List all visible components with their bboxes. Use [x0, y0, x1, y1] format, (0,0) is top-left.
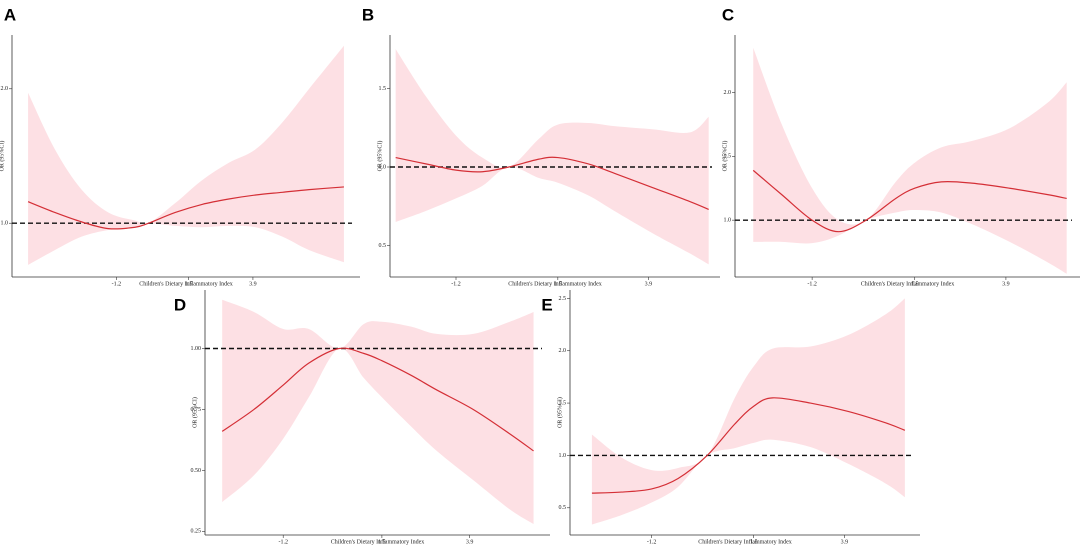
y-axis-label: OR (95%CI) — [721, 141, 728, 172]
x-axis-label: Children's Dietary Inflammatory Index — [861, 280, 955, 287]
x-axis-label: Children's Dietary Inflammatory Index — [698, 538, 792, 545]
x-tick-label: -1.2 — [451, 281, 461, 287]
panel-label: E — [541, 295, 552, 314]
y-tick-label: 1.5 — [559, 400, 567, 406]
x-tick-label: 3.9 — [249, 281, 257, 287]
x-axis-label: Children's Dietary Inflammatory Index — [139, 280, 233, 287]
panel-label: C — [722, 5, 734, 24]
confidence-band — [753, 47, 1067, 274]
x-tick-label: -1.2 — [647, 539, 657, 545]
x-tick-label: 1.5 — [911, 281, 919, 287]
y-tick-label: 2.0 — [559, 348, 567, 354]
x-tick-label: 1.5 — [185, 281, 193, 287]
y-tick-label: 2.5 — [559, 296, 567, 302]
panel-label: B — [362, 5, 374, 24]
y-tick-label: 1.5 — [379, 86, 387, 92]
y-tick-label: 1.0 — [559, 453, 567, 459]
y-axis-label: OR (95%CI) — [376, 141, 383, 172]
y-tick-label: 2.0 — [724, 90, 732, 96]
x-tick-label: 1.5 — [378, 539, 386, 545]
or-curve — [27, 186, 344, 230]
y-tick-label: 0.5 — [559, 505, 567, 511]
or-curve — [591, 397, 906, 494]
y-tick-label: 1.0 — [379, 164, 387, 170]
y-axis-label: OR (95%CI) — [556, 397, 563, 428]
y-tick-label: 1.5 — [724, 154, 732, 160]
y-tick-label: 0.25 — [191, 529, 202, 535]
x-tick-label: -1.2 — [807, 281, 817, 287]
confidence-band — [28, 45, 344, 265]
y-tick-label: 0.5 — [379, 243, 387, 249]
x-axis-label: Children's Dietary Inflammatory Index — [508, 280, 602, 287]
y-tick-label: 1.00 — [191, 346, 202, 352]
or-curve — [752, 169, 1067, 233]
y-tick-label: 2.0 — [1, 86, 9, 92]
x-tick-label: 1.5 — [750, 539, 758, 545]
or-curve — [221, 347, 534, 452]
x-tick-label: 3.9 — [645, 281, 653, 287]
y-tick-label: 0.75 — [191, 407, 202, 413]
or-curve — [395, 156, 709, 210]
x-tick-label: -1.2 — [112, 281, 122, 287]
confidence-band — [395, 49, 709, 265]
x-axis-label: Children's Dietary Inflammatory Index — [331, 538, 425, 545]
x-tick-label: 3.9 — [841, 539, 849, 545]
confidence-band — [591, 298, 905, 525]
x-tick-label: -1.2 — [278, 539, 288, 545]
y-tick-label: 0.50 — [191, 468, 202, 474]
y-tick-label: 1.0 — [1, 221, 9, 227]
panel-label: D — [174, 295, 186, 314]
y-axis-label: OR (95%CI) — [0, 141, 5, 172]
y-tick-label: 1.0 — [724, 218, 732, 224]
confidence-band — [222, 299, 534, 525]
y-axis-label: OR (95%CI) — [191, 397, 198, 428]
panel-label: A — [4, 5, 16, 24]
x-tick-label: 3.9 — [466, 539, 474, 545]
x-tick-label: 1.5 — [554, 281, 562, 287]
x-tick-label: 3.9 — [1002, 281, 1010, 287]
